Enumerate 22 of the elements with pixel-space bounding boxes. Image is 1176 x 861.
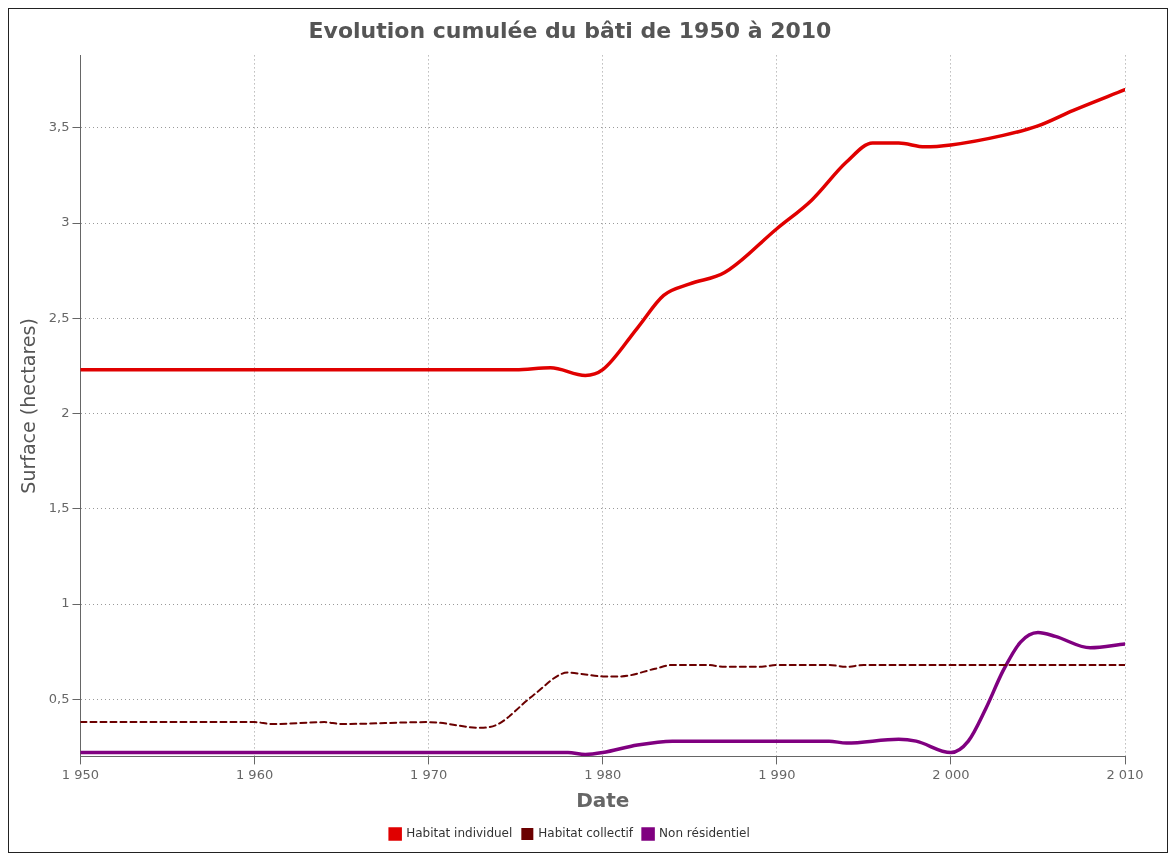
line-series: [80, 663, 1125, 729]
x-tick-label: 1 960: [235, 766, 274, 782]
x-axis-title: Date: [576, 788, 630, 813]
line-series: [80, 87, 1125, 378]
y-tick-label: 1: [61, 595, 70, 611]
y-tick-label: 0,5: [48, 690, 70, 706]
y-tick-label: 1,5: [48, 500, 70, 516]
x-tick-label: 2 000: [932, 766, 970, 782]
y-tick-label: 2: [61, 404, 70, 420]
x-tick-label: 1 970: [410, 766, 448, 782]
x-tick-label: 1 950: [61, 766, 100, 782]
chart-title: Evolution cumulée du bâti de 1950 à 2010: [308, 17, 832, 43]
y-tick-label: 2,5: [48, 309, 70, 325]
y-tick-label: 3,5: [48, 119, 70, 135]
x-tick-label: 1 990: [758, 766, 796, 782]
legend-label: Habitat collectif: [538, 826, 634, 841]
legend-label: Non résidentiel: [659, 826, 750, 841]
legend-label: Habitat individuel: [406, 826, 513, 841]
x-tick-label: 2 010: [1106, 766, 1144, 782]
x-tick-label: 1 980: [584, 766, 622, 782]
y-axis-title: Surface (hectares): [17, 318, 40, 494]
y-tick-label: 3: [61, 214, 70, 230]
